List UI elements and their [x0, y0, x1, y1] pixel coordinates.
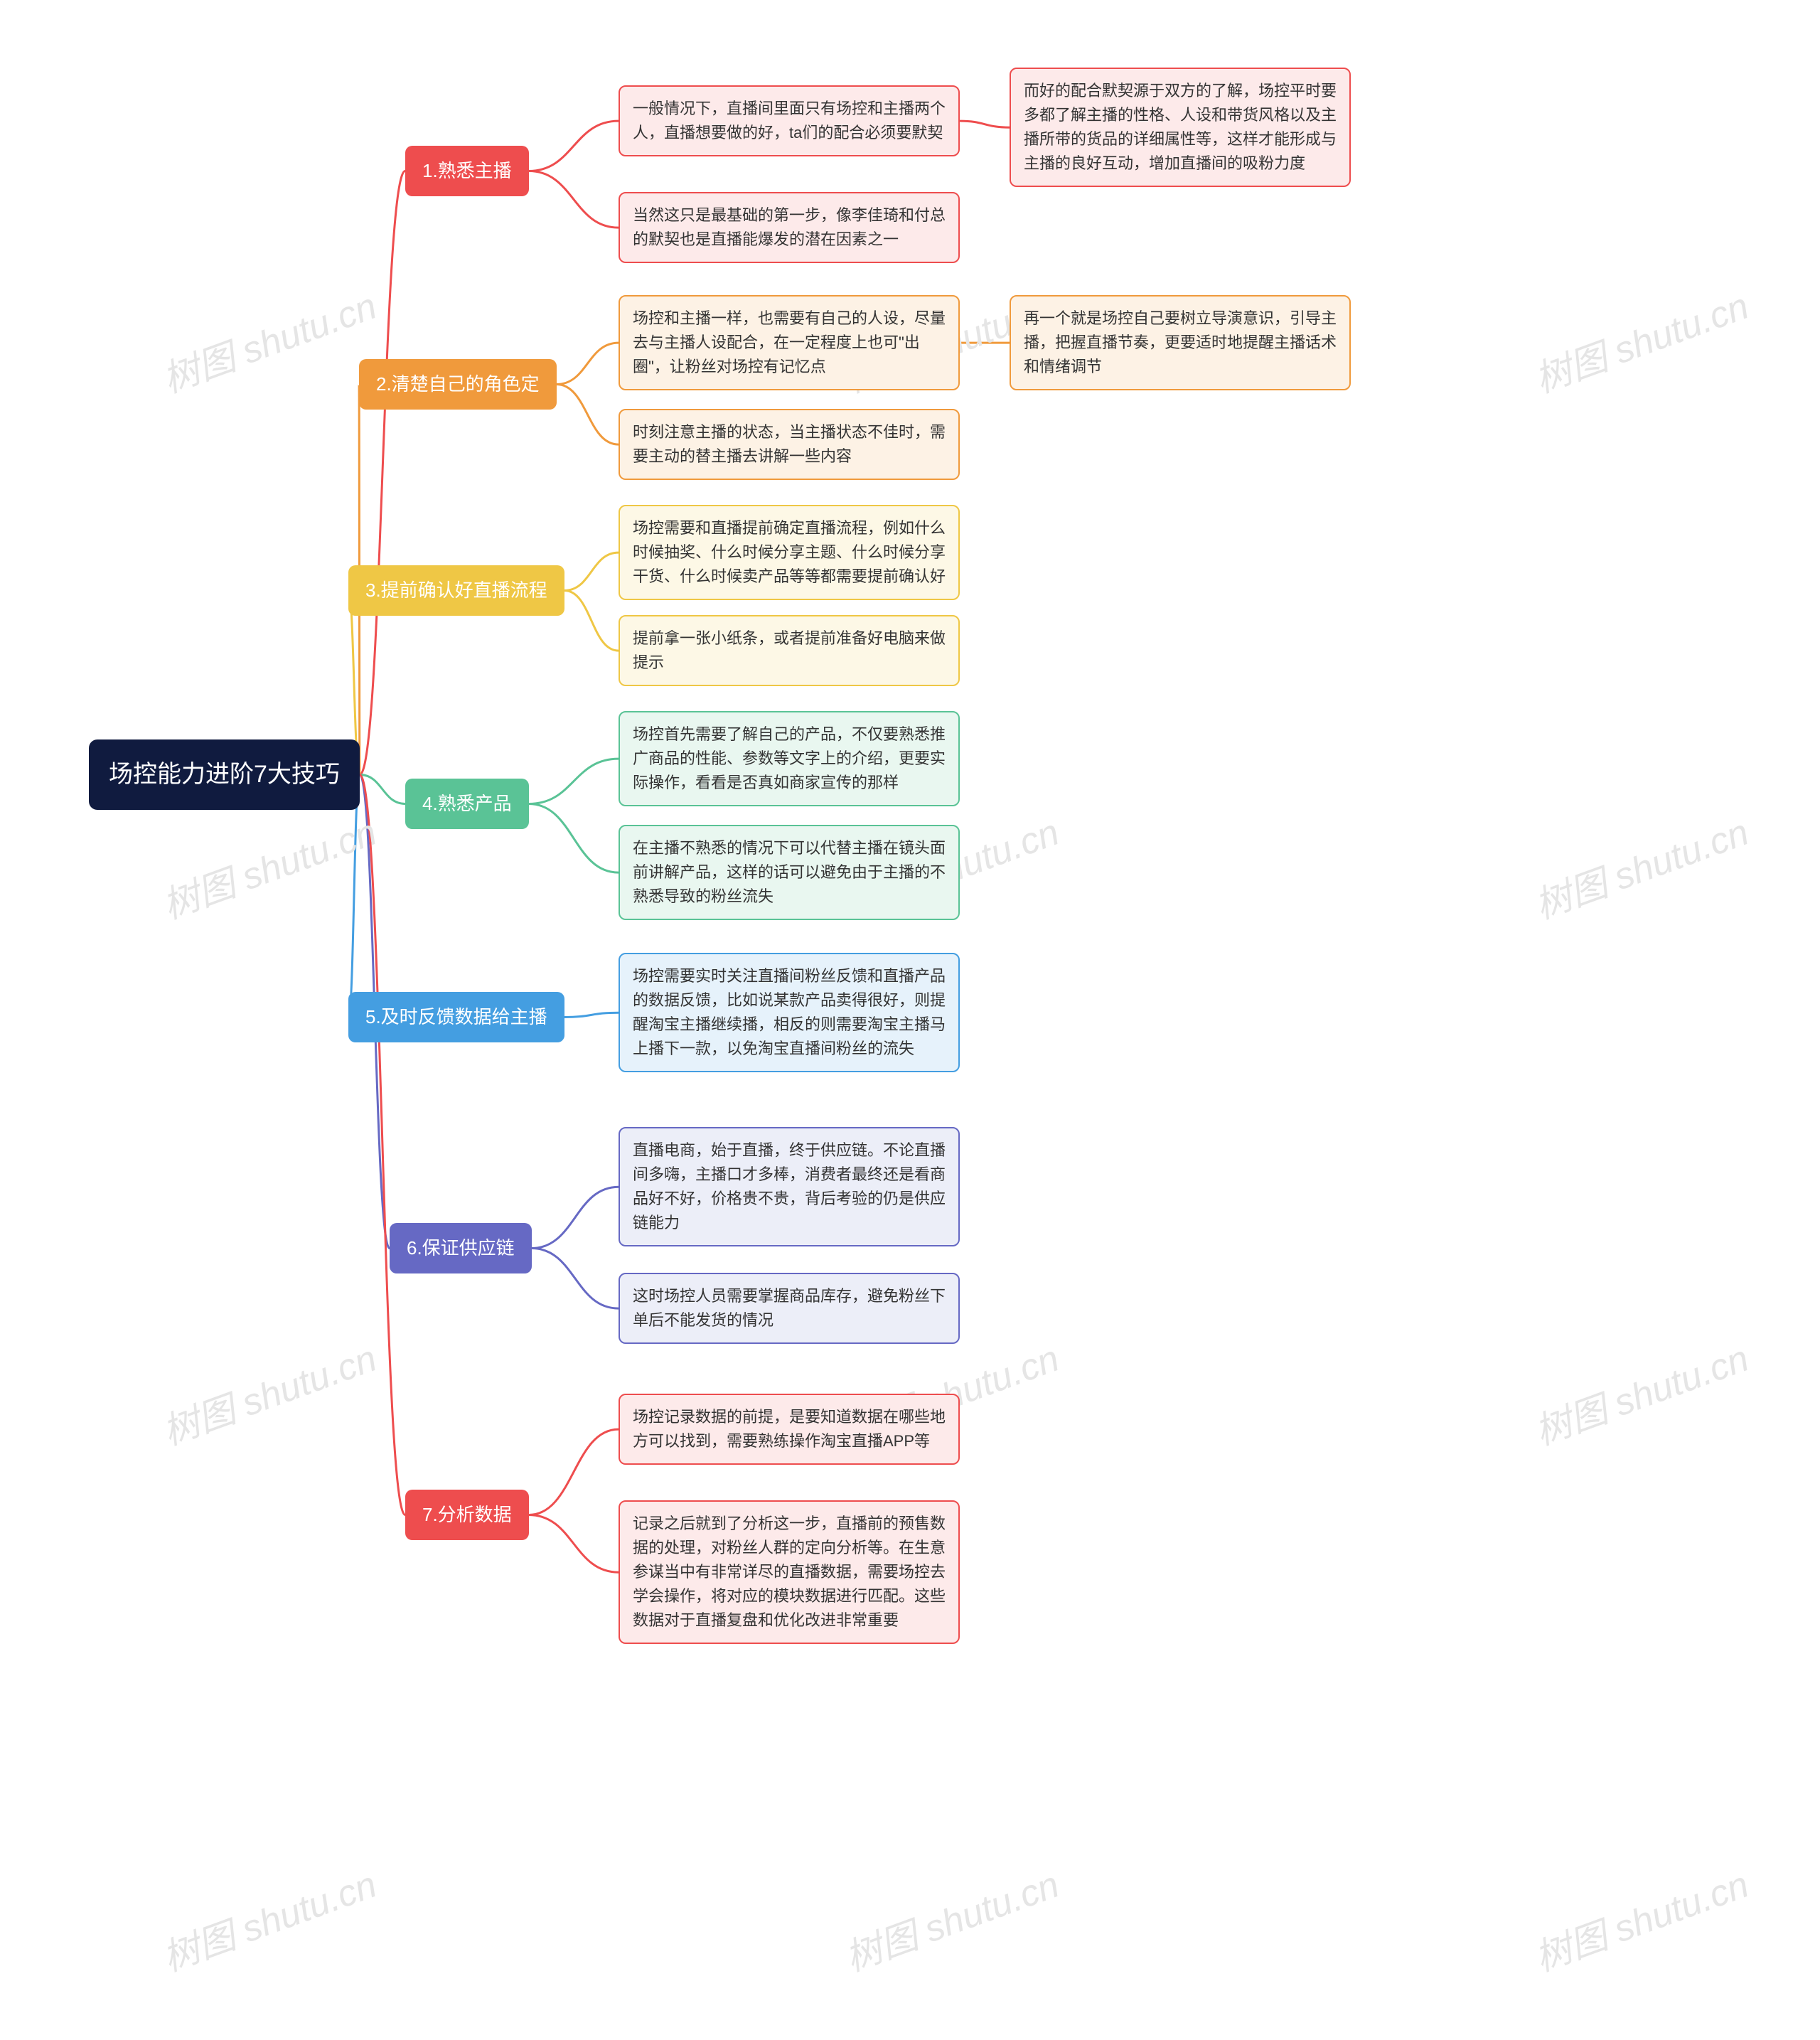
leaf-3-0: 场控需要和直播提前确定直播流程，例如什么时候抽奖、什么时候分享主题、什么时候分享…: [619, 505, 960, 600]
branch-5: 5.及时反馈数据给主播: [348, 992, 564, 1042]
leaf-1-0: 一般情况下，直播间里面只有场控和主播两个人，直播想要做的好，ta们的配合必须要默…: [619, 85, 960, 156]
watermark: 树图 shutu.cn: [837, 1854, 1066, 1981]
root-node: 场控能力进阶7大技巧: [89, 739, 360, 810]
leaf-5-0: 场控需要实时关注直播间粉丝反馈和直播产品的数据反馈，比如说某款产品卖得很好，则提…: [619, 953, 960, 1072]
branch-3: 3.提前确认好直播流程: [348, 565, 564, 616]
leaf-7-0: 场控记录数据的前提，是要知道数据在哪些地方可以找到，需要熟练操作淘宝直播APP等: [619, 1394, 960, 1465]
leaf-4-0: 场控首先需要了解自己的产品，不仅要熟悉推广商品的性能、参数等文字上的介绍，更要实…: [619, 711, 960, 806]
leaf-3-1: 提前拿一张小纸条，或者提前准备好电脑来做提示: [619, 615, 960, 686]
watermark: 树图 shutu.cn: [154, 1854, 383, 1981]
watermark: 树图 shutu.cn: [154, 1328, 383, 1455]
branch-4: 4.熟悉产品: [405, 779, 529, 829]
leaf-2-0: 场控和主播一样，也需要有自己的人设，尽量去与主播人设配合，在一定程度上也可"出圈…: [619, 295, 960, 390]
leaf-6-1: 这时场控人员需要掌握商品库存，避免粉丝下单后不能发货的情况: [619, 1273, 960, 1344]
watermark: 树图 shutu.cn: [1526, 276, 1755, 402]
branch-7: 7.分析数据: [405, 1490, 529, 1540]
watermark: 树图 shutu.cn: [1526, 1328, 1755, 1455]
branch-2: 2.清楚自己的角色定: [359, 359, 557, 410]
mindmap-canvas: 树图 shutu.cn 树图 shutu.cn 树图 shutu.cn 树图 shut…: [0, 0, 1820, 2040]
watermark: 树图 shutu.cn: [154, 802, 383, 929]
branch-6: 6.保证供应链: [390, 1223, 532, 1273]
leaf-1-0-0: 而好的配合默契源于双方的了解，场控平时要多都了解主播的性格、人设和带货风格以及主…: [1010, 68, 1351, 187]
leaf-6-0: 直播电商，始于直播，终于供应链。不论直播间多嗨，主播口才多棒，消费者最终还是看商…: [619, 1127, 960, 1246]
watermark: 树图 shutu.cn: [1526, 1854, 1755, 1981]
leaf-2-1: 时刻注意主播的状态，当主播状态不佳时，需要主动的替主播去讲解一些内容: [619, 409, 960, 480]
watermark: 树图 shutu.cn: [154, 276, 383, 402]
leaf-2-0-0: 再一个就是场控自己要树立导演意识，引导主播，把握直播节奏，更要适时地提醒主播话术…: [1010, 295, 1351, 390]
watermark: 树图 shutu.cn: [1526, 802, 1755, 929]
leaf-4-1: 在主播不熟悉的情况下可以代替主播在镜头面前讲解产品，这样的话可以避免由于主播的不…: [619, 825, 960, 920]
leaf-1-1: 当然这只是最基础的第一步，像李佳琦和付总的默契也是直播能爆发的潜在因素之一: [619, 192, 960, 263]
leaf-7-1: 记录之后就到了分析这一步，直播前的预售数据的处理，对粉丝人群的定向分析等。在生意…: [619, 1500, 960, 1644]
branch-1: 1.熟悉主播: [405, 146, 529, 196]
